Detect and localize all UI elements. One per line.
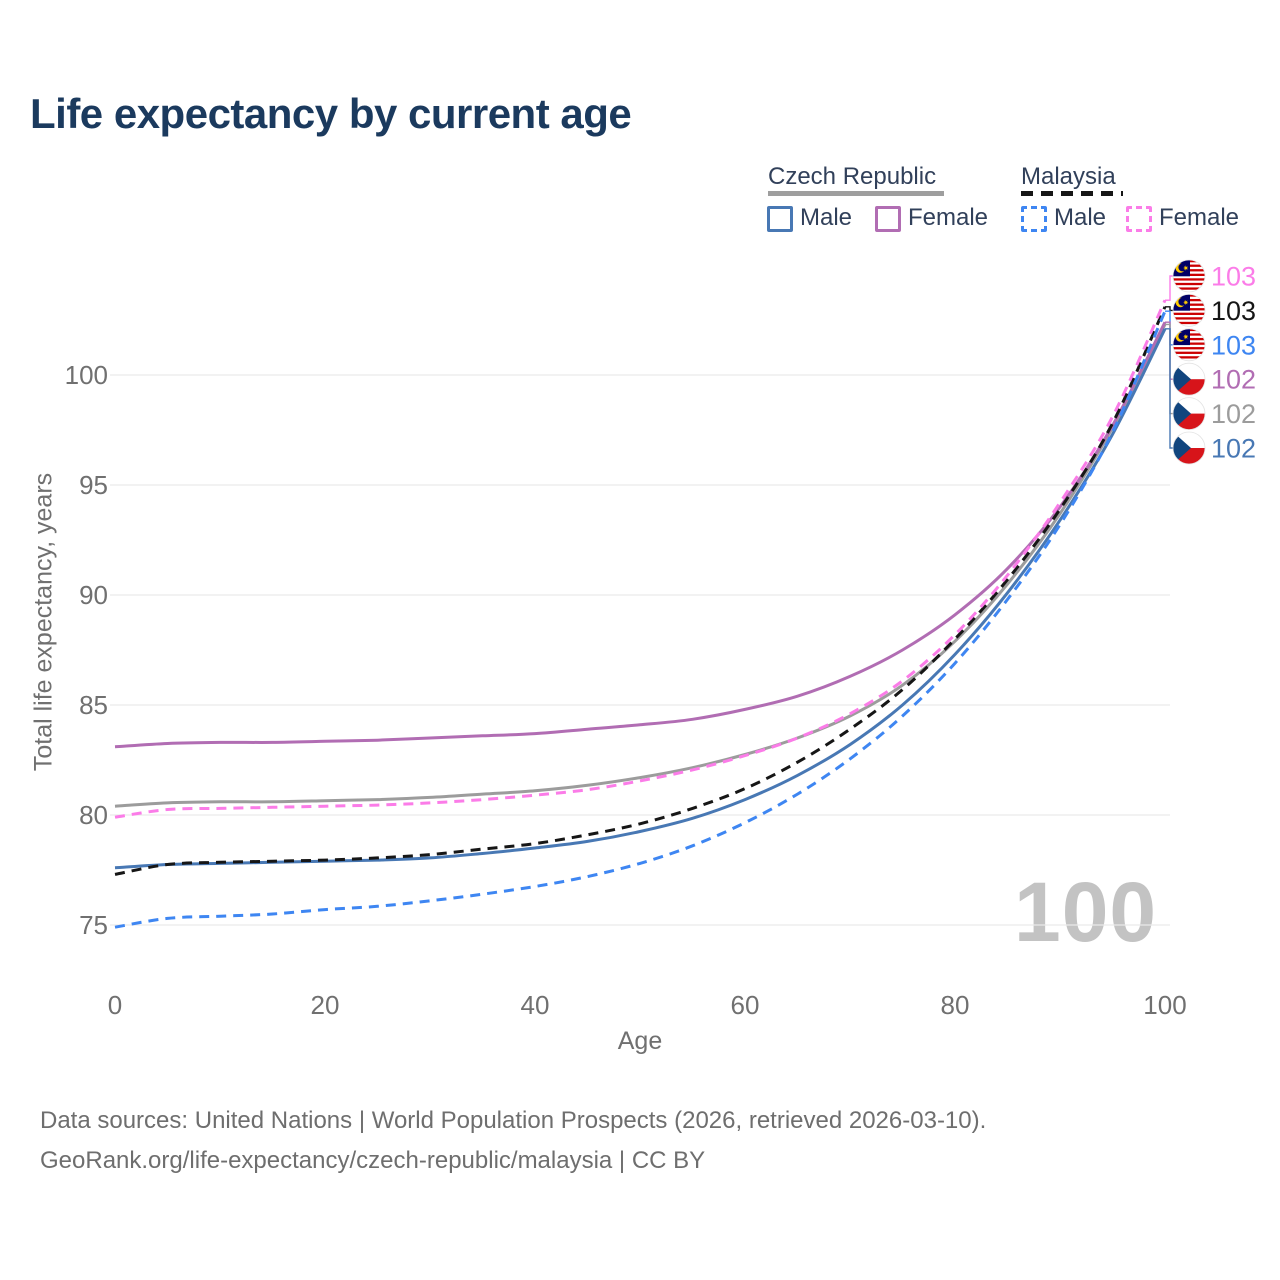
y-tick-label: 100 bbox=[64, 360, 108, 390]
legend-underline-malaysia bbox=[1021, 191, 1123, 196]
x-tick-label: 60 bbox=[730, 990, 760, 1020]
x-tick-label: 40 bbox=[520, 990, 550, 1020]
series-line-czech-republic-total[interactable] bbox=[114, 323, 1167, 808]
page-title: Life expectancy by current age bbox=[30, 90, 632, 137]
legend-swatch-czech-male[interactable] bbox=[767, 206, 793, 232]
x-tick-label: 100 bbox=[1143, 990, 1187, 1020]
x-tick-label: 20 bbox=[310, 990, 340, 1020]
leader-line-malaysia-female bbox=[1165, 275, 1173, 301]
legend-label-malaysia-male[interactable]: Male bbox=[1054, 204, 1107, 231]
end-value-label-malaysia-female: 103 bbox=[1211, 262, 1256, 292]
legend-swatch-malaysia-female[interactable] bbox=[1126, 206, 1152, 232]
series-line-malaysia-female[interactable] bbox=[114, 299, 1167, 819]
legend-label-malaysia-female[interactable]: Female bbox=[1159, 204, 1240, 231]
x-tick-label: 0 bbox=[107, 990, 123, 1020]
y-tick-label: 75 bbox=[79, 910, 108, 940]
legend-underline-czech-republic bbox=[768, 191, 944, 196]
y-tick-label: 90 bbox=[79, 580, 108, 610]
flag-ring bbox=[1172, 431, 1206, 465]
leader-line-malaysia-male bbox=[1165, 310, 1173, 346]
end-value-label-czech-republic-male: 102 bbox=[1211, 434, 1256, 464]
y-tick-label: 85 bbox=[79, 690, 108, 720]
flag-ring bbox=[1172, 259, 1206, 293]
x-tick-label: 80 bbox=[940, 990, 970, 1020]
end-value-label-czech-republic-total: 102 bbox=[1211, 399, 1256, 429]
legend-label-czech-male[interactable]: Male bbox=[800, 204, 853, 231]
footer-line-2: GeoRank.org/life-expectancy/czech-republ… bbox=[40, 1147, 706, 1174]
series-line-malaysia-total[interactable] bbox=[114, 306, 1167, 876]
end-value-label-malaysia-male: 103 bbox=[1211, 330, 1256, 360]
legend-label-czech-female[interactable]: Female bbox=[908, 204, 989, 231]
y-tick-label: 95 bbox=[79, 470, 108, 500]
age-watermark: 100 bbox=[1014, 865, 1158, 959]
end-value-label-czech-republic-female: 102 bbox=[1211, 365, 1256, 395]
flag-ring bbox=[1172, 328, 1206, 362]
flag-ring bbox=[1172, 397, 1206, 431]
leader-line-malaysia-total bbox=[1165, 306, 1173, 312]
y-axis-title: Total life expectancy, years bbox=[29, 472, 58, 772]
legend-group-title-czech-republic: Czech Republic bbox=[768, 163, 937, 190]
series-line-czech-republic-female[interactable] bbox=[114, 321, 1167, 749]
legend-swatch-czech-female[interactable] bbox=[875, 206, 901, 232]
leader-line-czech-republic-male bbox=[1165, 328, 1173, 449]
footer-line-1: Data sources: United Nations | World Pop… bbox=[40, 1107, 987, 1134]
series-line-czech-republic-male[interactable] bbox=[114, 328, 1167, 870]
flag-ring bbox=[1172, 362, 1206, 396]
legend-group-title-malaysia: Malaysia bbox=[1021, 163, 1116, 190]
legend-swatch-malaysia-male[interactable] bbox=[1021, 206, 1047, 232]
leader-line-czech-republic-total bbox=[1165, 323, 1173, 415]
x-axis-title: Age bbox=[617, 1027, 663, 1055]
series-line-malaysia-male[interactable] bbox=[114, 310, 1167, 929]
end-value-label-malaysia-total: 103 bbox=[1211, 296, 1256, 326]
flag-ring bbox=[1172, 293, 1206, 327]
y-tick-label: 80 bbox=[79, 800, 108, 830]
leader-line-czech-republic-female bbox=[1165, 321, 1173, 380]
